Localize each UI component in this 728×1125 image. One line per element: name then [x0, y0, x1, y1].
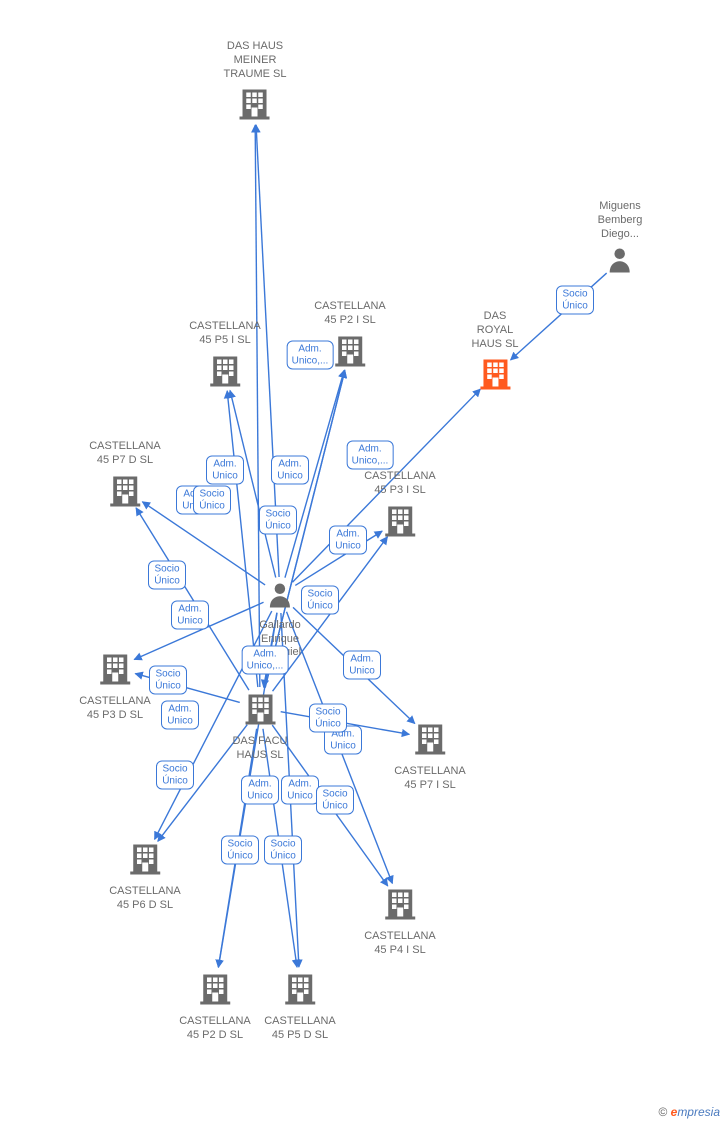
node-label: CASTELLANA 45 P2 I SL: [314, 300, 386, 328]
edge-label: Adm. Unico: [161, 701, 199, 730]
building-icon: [237, 85, 273, 126]
edge-label: Adm. Unico,...: [347, 441, 394, 470]
node-label: CASTELLANA 45 P7 I SL: [394, 765, 466, 793]
node-label: DAS HAUS MEINER TRAUME SL: [224, 40, 287, 81]
building-icon: [242, 690, 278, 731]
node-label: CASTELLANA 45 P2 D SL: [179, 1015, 251, 1043]
edge-label: Adm. Unico: [171, 601, 209, 630]
building-icon: [332, 332, 368, 373]
building-icon: [282, 970, 318, 1011]
edge-label: Socio Único: [301, 586, 339, 615]
edge-label: Socio Único: [264, 836, 302, 865]
building-icon: [412, 720, 448, 761]
node-label: CASTELLANA 45 P6 D SL: [109, 885, 181, 913]
edge-label: Socio Único: [149, 666, 187, 695]
building-icon: [197, 970, 233, 1011]
node-cast_p7i[interactable]: CASTELLANA 45 P7 I SL: [394, 720, 466, 792]
edge-label: Adm. Unico: [241, 776, 279, 805]
node-cast_p3i[interactable]: CASTELLANA 45 P3 I SL: [364, 470, 436, 542]
person-icon: [605, 245, 635, 280]
node-cast_p5i[interactable]: CASTELLANA 45 P5 I SL: [189, 320, 261, 392]
edge-label: Socio Único: [148, 561, 186, 590]
brand-rest: mpresia: [677, 1105, 720, 1119]
node-das_haus_meiner[interactable]: DAS HAUS MEINER TRAUME SL: [224, 40, 287, 126]
building-icon: [477, 355, 513, 396]
edge-label: Socio Único: [221, 836, 259, 865]
edge-label: Adm. Unico,...: [287, 341, 334, 370]
edge-label: Adm. Unico: [329, 526, 367, 555]
edge-label: Socio Único: [309, 704, 347, 733]
node-label: CASTELLANA 45 P3 I SL: [364, 470, 436, 498]
edge-label: Adm. Unico,...: [242, 646, 289, 675]
node-cast_p3d[interactable]: CASTELLANA 45 P3 D SL: [79, 650, 151, 722]
node-label: CASTELLANA 45 P3 D SL: [79, 695, 151, 723]
edge-label: Socio Único: [259, 506, 297, 535]
node-cast_p2d[interactable]: CASTELLANA 45 P2 D SL: [179, 970, 251, 1042]
node-cast_p4i[interactable]: CASTELLANA 45 P4 I SL: [364, 885, 436, 957]
node-das_facu[interactable]: DAS FACU HAUS SL: [232, 690, 287, 762]
edge-label: Socio Único: [156, 761, 194, 790]
node-label: DAS ROYAL HAUS SL: [471, 310, 518, 351]
node-das_royal[interactable]: DAS ROYAL HAUS SL: [471, 310, 518, 396]
edge-label: Socio Único: [193, 486, 231, 515]
edge-label: Adm. Unico: [206, 456, 244, 485]
person-icon: [265, 580, 295, 615]
node-label: DAS FACU HAUS SL: [232, 735, 287, 763]
edge-label: Adm. Unico: [271, 456, 309, 485]
node-label: CASTELLANA 45 P5 D SL: [264, 1015, 336, 1043]
edge: [227, 391, 258, 687]
node-label: CASTELLANA 45 P7 D SL: [89, 440, 161, 468]
node-cast_p6d[interactable]: CASTELLANA 45 P6 D SL: [109, 840, 181, 912]
edge-label: Adm. Unico: [281, 776, 319, 805]
node-label: CASTELLANA 45 P5 I SL: [189, 320, 261, 348]
edge: [136, 508, 249, 690]
building-icon: [127, 840, 163, 881]
node-cast_p7d[interactable]: CASTELLANA 45 P7 D SL: [89, 440, 161, 512]
edge-label: Adm. Unico: [343, 651, 381, 680]
edge-label: Socio Único: [316, 786, 354, 815]
edge-label: Socio Único: [556, 286, 594, 315]
building-icon: [97, 650, 133, 691]
node-cast_p5d[interactable]: CASTELLANA 45 P5 D SL: [264, 970, 336, 1042]
building-icon: [107, 472, 143, 513]
node-label: CASTELLANA 45 P4 I SL: [364, 930, 436, 958]
building-icon: [207, 352, 243, 393]
building-icon: [382, 885, 418, 926]
node-label: Miguens Bemberg Diego...: [598, 200, 643, 241]
building-icon: [382, 502, 418, 543]
node-miguens[interactable]: Miguens Bemberg Diego...: [598, 200, 643, 280]
copyright-symbol: ©: [658, 1105, 667, 1119]
footer-attribution: © empresia: [658, 1105, 720, 1119]
